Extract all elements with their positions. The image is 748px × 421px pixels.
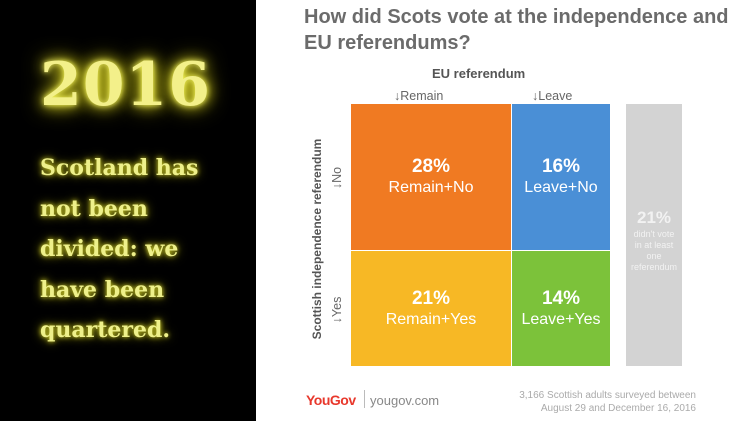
row-header-yes: ↓Yes: [330, 296, 344, 324]
left-panel: 2016 Scotland has not been divided: we h…: [0, 0, 256, 421]
footnote-line: 3,166 Scottish adults surveyed between: [519, 390, 696, 401]
chart-title: How did Scots vote at the independence a…: [304, 6, 729, 54]
quadrant-leave-no: 16% Leave+No: [512, 104, 610, 250]
footnote-line: August 29 and December 16, 2016: [540, 403, 696, 414]
site-link[interactable]: yougov.com: [370, 393, 440, 408]
quote-line: divided: we: [40, 236, 179, 262]
row-axis-label: Scottish independence referendum: [310, 138, 324, 340]
quadrant-value: 14%: [541, 287, 581, 309]
quote-line: have been: [40, 276, 165, 303]
quadrant-remain-no: 28% Remain+No: [351, 104, 511, 250]
column-axis-label: EU referendum: [432, 66, 526, 81]
column-header-leave: ↓Leave: [532, 89, 573, 103]
chart-panel: How did Scots vote at the independence a…: [256, 0, 748, 421]
year-heading: 2016: [40, 50, 211, 120]
did-not-vote-label-line: one: [646, 251, 662, 261]
did-not-vote-value: 21%: [636, 208, 672, 227]
quadrant-label: Leave+Yes: [521, 310, 601, 328]
quadrant-value: 16%: [541, 156, 581, 177]
row-header-no: ↓No: [330, 166, 344, 190]
did-not-vote-label: didn't vote in at least one referendum: [630, 229, 678, 273]
quadrant-value: 28%: [411, 156, 451, 177]
quote-text: Scotland has not been divided: we have b…: [40, 148, 250, 351]
quote-line: quartered.: [40, 317, 171, 343]
yougov-logo: YouGov: [306, 392, 356, 408]
survey-footnote: 3,166 Scottish adults surveyed between A…: [519, 389, 696, 415]
quadrant-leave-yes: 14% Leave+Yes: [512, 251, 610, 366]
quadrant-value: 21%: [411, 287, 451, 309]
quadrant-label: Remain+Yes: [385, 310, 477, 328]
did-not-vote-bar: 21% didn't vote in at least one referend…: [626, 104, 682, 366]
quadrant-label: Leave+No: [524, 179, 598, 196]
quadrant-label: Remain+No: [388, 179, 474, 196]
row-axis: Scottish independence referendum ↓No ↓Ye…: [300, 116, 344, 361]
quadrant-remain-yes: 21% Remain+Yes: [351, 251, 511, 366]
did-not-vote-label-line: in at least: [634, 240, 674, 250]
column-header-remain: ↓Remain: [394, 89, 444, 103]
did-not-vote-label-line: didn't vote: [633, 229, 675, 239]
did-not-vote-label-line: referendum: [630, 262, 678, 272]
quote-line: Scotland has: [40, 155, 199, 181]
quote-line: not been: [40, 195, 148, 222]
footer-divider: [364, 390, 365, 408]
